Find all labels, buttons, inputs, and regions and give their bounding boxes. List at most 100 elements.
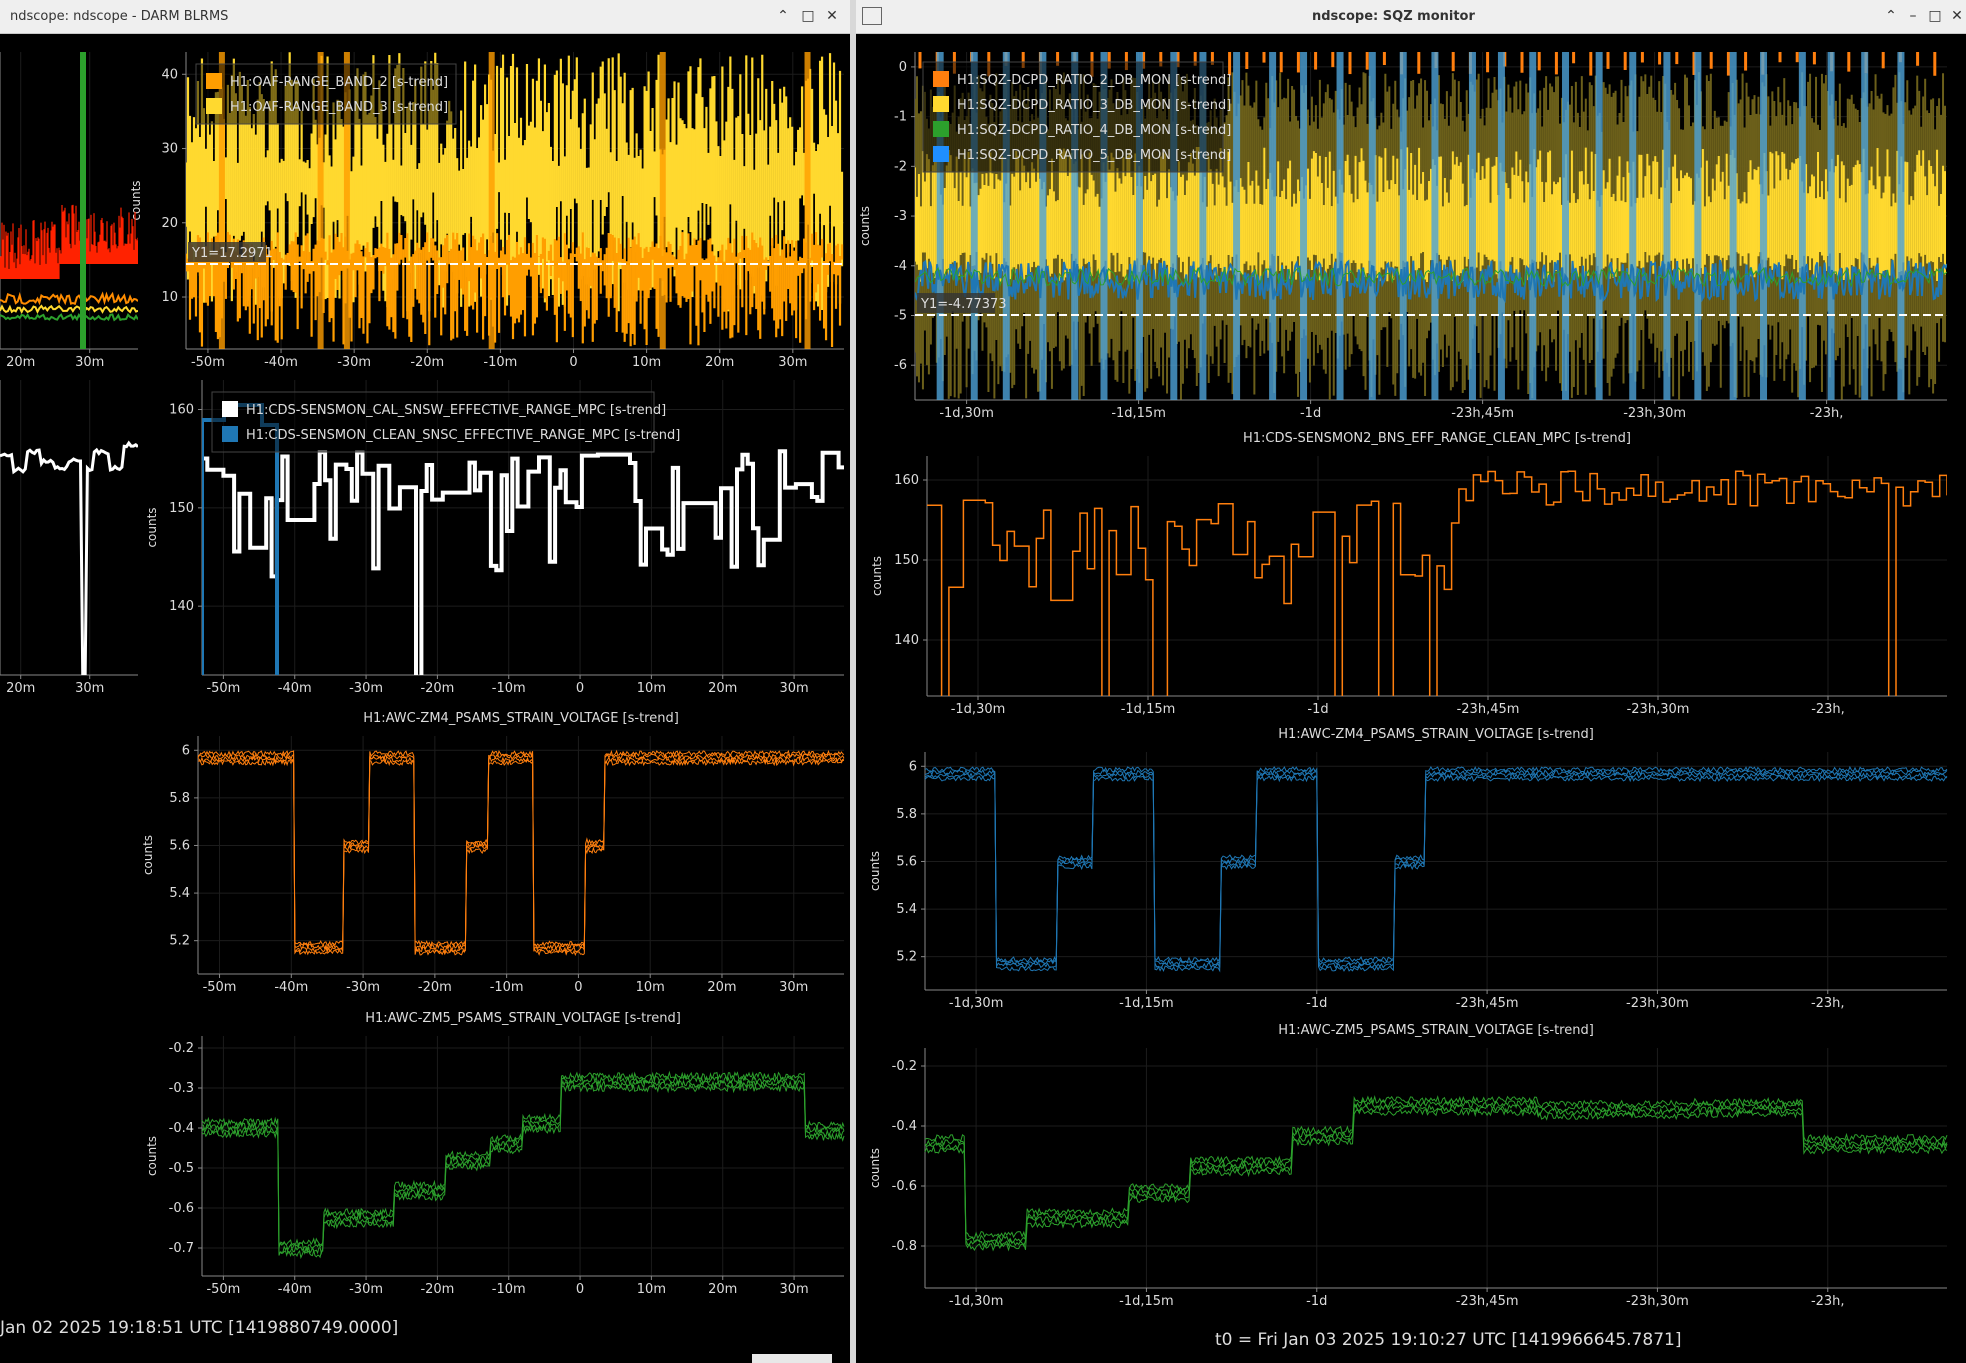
x-tick-label: -40m [278, 1282, 312, 1297]
x-tick-label: -23h, [1810, 406, 1844, 421]
minimize-icon[interactable]: – [1909, 8, 1917, 24]
legend-entry: H1:SQZ-DCPD_RATIO_2_DB_MON [s-trend] [957, 73, 1231, 88]
x-tick-label: -20m [410, 355, 444, 370]
y-tick-label: -0.2 [169, 1041, 194, 1056]
x-tick-label: -50m [206, 681, 240, 696]
x-tick-label: -23h, [1811, 996, 1845, 1011]
legend-entry: H1:SQZ-DCPD_RATIO_5_DB_MON [s-trend] [957, 148, 1231, 163]
x-tick-label: 0 [576, 1282, 584, 1297]
y-tick-label: 5.4 [169, 886, 190, 901]
y-tick-label: 140 [894, 633, 919, 648]
maximize-icon[interactable]: □ [1928, 8, 1942, 24]
cursor-label: Y1=-4.77373 [920, 297, 1007, 312]
x-tick-label: -10m [492, 1282, 526, 1297]
plot-title: H1:CDS-SENSMON2_BNS_EFF_RANGE_CLEAN_MPC … [1243, 431, 1631, 446]
x-tick-label: -23h,30m [1627, 702, 1690, 717]
chevron-up-icon[interactable]: ⌃ [1885, 8, 1897, 24]
legend [211, 391, 655, 453]
x-tick-label: -23h,45m [1451, 406, 1514, 421]
x-tick-label: 20m [707, 980, 736, 995]
left-titlebar[interactable]: ndscope: ndscope - DARM BLRMS ⌃ □ ✕ [0, 0, 850, 34]
y-tick-label: -0.5 [169, 1161, 194, 1176]
y-tick-label: 160 [894, 473, 919, 488]
series-line [924, 1099, 1948, 1243]
y-axis-label: counts [129, 180, 143, 220]
plot-l-midleft[interactable]: 20m 30m [0, 380, 138, 696]
x-tick-label: 20m [705, 355, 734, 370]
x-tick-label: -10m [492, 681, 526, 696]
y-tick-label: 5.2 [896, 950, 917, 965]
legend-entry: H1:OAF-RANGE_BAND_3 [s-trend] [230, 100, 448, 115]
y-tick-label: 10 [161, 290, 178, 305]
y-tick-label: 6 [182, 743, 190, 758]
left-window-title: ndscope: ndscope - DARM BLRMS [10, 9, 229, 24]
legend-swatch [206, 73, 222, 89]
series-line [924, 768, 1948, 966]
scrollbar-handle[interactable] [752, 1354, 832, 1363]
maximize-icon[interactable]: □ [801, 8, 815, 24]
x-tick-label: 10m [637, 1282, 666, 1297]
x-tick-label: -23h,45m [1456, 1294, 1519, 1309]
plot-l-zm5[interactable]: -50m -40m -30m -20m -10m 0 10m 20m 30m -0.2 -0.3 -0… [145, 1011, 845, 1297]
series-line [924, 1094, 1948, 1240]
plot-r-zm5[interactable]: -1d,30m -1d,15m -1d -23h,45m -23h,30m -23h, -0… [868, 1023, 1948, 1309]
series-line [924, 771, 1948, 969]
plot-l-topleft[interactable]: 20m 30m [0, 52, 139, 370]
close-icon[interactable]: ✕ [826, 8, 838, 24]
legend-entry: H1:CDS-SENSMON_CAL_SNSW_EFFECTIVE_RANGE_… [246, 403, 666, 418]
y-tick-label: -3 [894, 209, 907, 224]
series-line [0, 291, 138, 306]
right-titlebar[interactable]: ndscope: SQZ monitor ⌃ – □ ✕ [856, 0, 1966, 34]
y-tick-label: -0.4 [892, 1119, 917, 1134]
plot-l-zm4[interactable]: -50m -40m -30m -20m -10m 0 10m 20m 30m 6 5.8 5.6 5.4… [141, 711, 845, 995]
series-line [927, 470, 1947, 696]
y-tick-label: -4 [894, 259, 907, 274]
x-tick-label: 0 [574, 980, 582, 995]
x-tick-label: 10m [632, 355, 661, 370]
legend-entry: H1:CDS-SENSMON_CLEAN_SNSC_EFFECTIVE_RANG… [246, 428, 680, 443]
y-tick-label: 6 [909, 759, 917, 774]
app-menu-icon[interactable] [862, 7, 882, 25]
y-tick-label: 40 [161, 67, 178, 82]
series-line [924, 1107, 1948, 1252]
legend-entry: H1:OAF-RANGE_BAND_2 [s-trend] [230, 75, 448, 90]
series-line [197, 755, 845, 954]
x-tick-label: -1d,30m [939, 406, 994, 421]
series-line [197, 752, 845, 951]
legend-swatch [222, 426, 238, 442]
y-tick-label: -0.6 [892, 1179, 917, 1194]
plot-l-oaf[interactable]: -50m -40m -30m -20m -10m 0 10m 20m 30m 40 30 20 10 co… [129, 52, 844, 370]
x-tick-label: 30m [75, 681, 104, 696]
x-tick-label: -1d,15m [1111, 406, 1166, 421]
y-tick-label: 160 [169, 403, 194, 418]
plot-r-sqz[interactable]: -1d,30m -1d,15m -1d -23h,45m -23h,30m -23h, 0 -… [858, 52, 1947, 421]
x-tick-label: -1d,15m [1119, 1294, 1174, 1309]
x-tick-label: -10m [490, 980, 524, 995]
x-tick-label: -30m [349, 681, 383, 696]
right-t0-label: t0 = Fri Jan 03 2025 19:10:27 UTC [14199… [1215, 1330, 1682, 1350]
series-line [0, 440, 138, 675]
y-tick-label: -5 [894, 308, 907, 323]
x-tick-label: -20m [420, 1282, 454, 1297]
legend-swatch [933, 146, 949, 162]
legend-entry: H1:SQZ-DCPD_RATIO_4_DB_MON [s-trend] [957, 123, 1231, 138]
y-tick-label: -0.6 [169, 1201, 194, 1216]
plot-r-bns[interactable]: -1d,30m -1d,15m -1d -23h,45m -23h,30m -23h, 16… [870, 431, 1947, 717]
y-axis-label: counts [870, 556, 884, 596]
close-icon[interactable]: ✕ [1951, 8, 1963, 24]
legend-swatch [206, 98, 222, 114]
y-axis-label: counts [858, 206, 872, 246]
cursor-label: Y1=17.2971 [191, 246, 273, 261]
series-line [197, 758, 845, 957]
x-tick-label: -1d [1306, 1294, 1327, 1309]
series-line [0, 304, 138, 314]
series-line [915, 259, 1947, 304]
y-tick-label: -0.8 [892, 1239, 917, 1254]
x-tick-label: 20m [6, 355, 35, 370]
x-tick-label: -1d [1307, 702, 1328, 717]
plot-l-sensmon[interactable]: -50m -40m -30m -20m -10m 0 10m 20m 30m 160 150 140 c… [145, 380, 844, 696]
x-tick-label: -1d,30m [949, 1294, 1004, 1309]
minimize-icon[interactable]: ⌃ [777, 8, 789, 24]
plot-r-zm4[interactable]: -1d,30m -1d,15m -1d -23h,45m -23h,30m -23h, 6 5… [868, 727, 1948, 1011]
series-line [202, 449, 844, 675]
